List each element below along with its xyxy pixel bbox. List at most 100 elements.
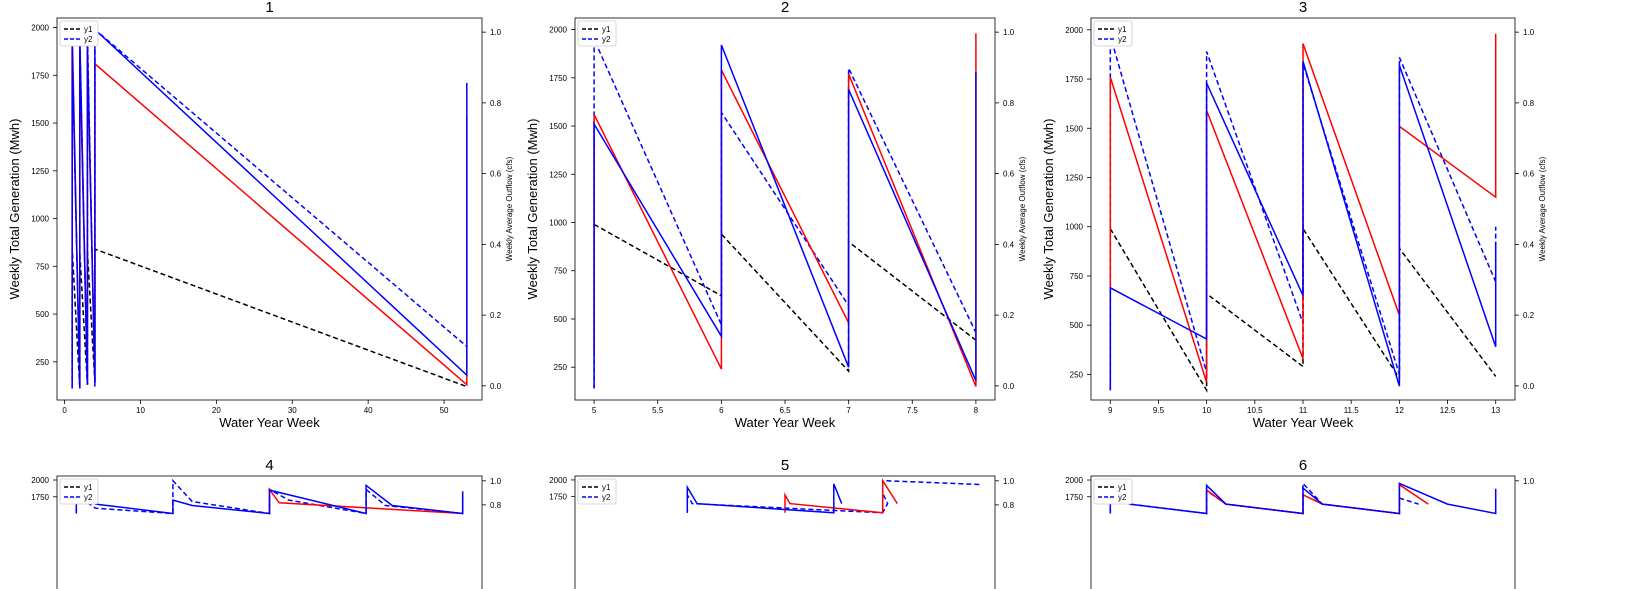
plot-frame (574, 475, 996, 589)
y-axis-label: Weekly Total Generation (Mwh) (525, 119, 540, 300)
y2-tick-label: 0.2 (1003, 311, 1015, 320)
x-tick-label: 9 (1108, 406, 1113, 415)
legend-box (1093, 478, 1133, 505)
x-tick-label: 11.5 (1344, 406, 1360, 415)
series-line-y1 (71, 248, 468, 389)
legend-label-y1: y1 (602, 25, 611, 34)
y-tick-label: 500 (36, 310, 50, 319)
y-tick-label: 2000 (31, 476, 49, 485)
legend-label-y1: y1 (84, 25, 93, 34)
y2-tick-label: 0.2 (1523, 311, 1535, 320)
y-tick-label: 1250 (1065, 173, 1083, 182)
y2-tick-label: 1.0 (1523, 28, 1535, 37)
y-tick-label: 750 (36, 262, 50, 271)
chart-title: 1 (265, 0, 273, 16)
y-tick-label: 1000 (31, 215, 49, 224)
y-tick-label: 1250 (549, 170, 567, 179)
y2-tick-label: 0.8 (490, 501, 502, 510)
legend-label-y1: y1 (602, 483, 611, 492)
plot-frame (1090, 475, 1516, 589)
y2-tick-label: 0.4 (1003, 240, 1015, 249)
series-line-y2 (71, 27, 468, 389)
y2-axis-label: Weekly Average Outflow (cfs) (1538, 156, 1547, 261)
x-tick-label: 11 (1299, 406, 1308, 415)
chart-title: 4 (265, 457, 273, 474)
series-line-y1 (593, 223, 977, 374)
series-line-red (784, 478, 898, 514)
legend-label-y2: y2 (1118, 493, 1127, 502)
series-line-red (593, 33, 977, 387)
x-axis-label: Water Year Week (1253, 415, 1354, 430)
legend-box (1093, 20, 1133, 47)
legend-label-y2: y2 (84, 35, 93, 44)
series-group (593, 33, 977, 389)
y-tick-label: 1750 (1065, 75, 1083, 84)
y2-tick-label: 0.8 (1003, 501, 1015, 510)
series-group (686, 478, 981, 514)
y2-tick-label: 1.0 (1003, 477, 1015, 486)
x-tick-label: 7.5 (907, 406, 919, 415)
series-line-blue-solid (593, 44, 977, 389)
y-tick-label: 1000 (1065, 223, 1083, 232)
plot-frame (574, 17, 996, 401)
y-tick-label: 2000 (31, 24, 49, 33)
y2-tick-label: 0.4 (1523, 240, 1535, 249)
y-tick-label: 250 (1070, 370, 1084, 379)
y2-tick-label: 0.6 (1523, 170, 1535, 179)
x-tick-label: 40 (364, 406, 373, 415)
x-tick-label: 13 (1491, 406, 1500, 415)
y2-tick-label: 0.4 (490, 240, 502, 249)
y-tick-label: 1500 (1065, 124, 1083, 133)
x-tick-label: 30 (288, 406, 297, 415)
x-tick-label: 12.5 (1440, 406, 1456, 415)
x-axis-label: Water Year Week (735, 415, 836, 430)
legend-label-y2: y2 (602, 35, 611, 44)
y-tick-label: 1750 (549, 492, 567, 501)
y2-tick-label: 0.2 (490, 311, 502, 320)
y2-tick-label: 1.0 (490, 477, 502, 486)
y2-tick-label: 1.0 (1003, 28, 1015, 37)
y2-tick-label: 0.0 (1003, 382, 1015, 391)
legend-label-y1: y1 (1118, 483, 1127, 492)
x-tick-label: 6 (719, 406, 724, 415)
legend-label-y2: y2 (84, 493, 93, 502)
x-tick-label: 5 (592, 406, 597, 415)
y-tick-label: 500 (554, 315, 568, 324)
chart-2: 2 5 5.5 6 6.5 7 7.5 8 250 500 750 1000 1250 1500 1750 2… (525, 0, 1027, 430)
x-tick-label: 6.5 (779, 406, 791, 415)
series-line-blue-solid (1109, 482, 1497, 515)
y-tick-label: 1750 (1065, 493, 1083, 502)
y2-axis-label: Weekly Average Outflow (cfs) (505, 156, 514, 261)
series-line-y2 (75, 478, 464, 515)
y2-tick-label: 0.0 (490, 382, 502, 391)
chart-title: 6 (1299, 457, 1307, 474)
y2-tick-label: 0.8 (1523, 99, 1535, 108)
y2-tick-label: 0.0 (1523, 382, 1535, 391)
y-tick-label: 500 (1070, 321, 1084, 330)
series-line-y2 (593, 38, 977, 389)
y2-tick-label: 0.6 (490, 170, 502, 179)
x-axis-label: Water Year Week (219, 415, 320, 430)
y-tick-label: 1750 (31, 71, 49, 80)
series-group (1109, 33, 1497, 393)
x-tick-label: 10 (1202, 406, 1211, 415)
x-tick-label: 0 (62, 406, 67, 415)
series-line-blue-solid (75, 483, 464, 515)
legend-label-y1: y1 (84, 483, 93, 492)
y-tick-label: 2000 (1065, 476, 1083, 485)
plot-frame (56, 475, 483, 589)
x-tick-label: 5.5 (652, 406, 664, 415)
y-tick-label: 1500 (31, 119, 49, 128)
y-tick-label: 250 (36, 358, 50, 367)
y-tick-label: 2000 (549, 476, 567, 485)
y-tick-label: 750 (1070, 272, 1084, 281)
x-tick-label: 7 (846, 406, 851, 415)
series-line-red (71, 29, 468, 389)
y2-axis-label: Weekly Average Outflow (cfs) (1018, 156, 1027, 261)
legend-box (577, 20, 617, 47)
legend-box (577, 478, 617, 505)
